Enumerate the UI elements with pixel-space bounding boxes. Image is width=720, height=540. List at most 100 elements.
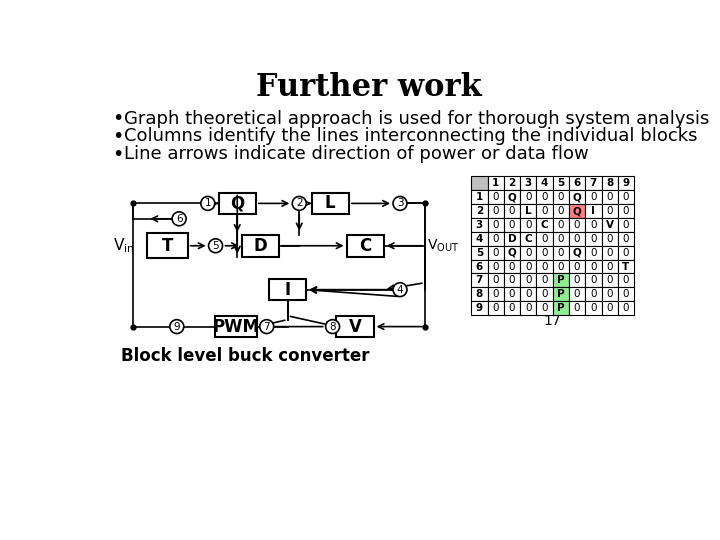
Text: 0: 0 [492,220,499,230]
Text: 0: 0 [574,289,580,299]
Bar [487,260,504,273]
Bar [487,287,504,301]
Text: Block level buck converter: Block level buck converter [121,347,369,365]
Bar [585,273,601,287]
Text: 2: 2 [476,206,483,216]
Bar [569,204,585,218]
Text: 4: 4 [476,234,483,244]
Bar [618,301,634,315]
Text: 0: 0 [623,303,629,313]
Circle shape [209,239,222,253]
Text: 2: 2 [508,178,516,188]
Text: 0: 0 [557,248,564,258]
Text: 0: 0 [525,220,531,230]
Bar [269,279,306,300]
Text: PWM: PWM [212,318,259,335]
Bar [504,301,520,315]
Text: 0: 0 [492,192,499,202]
Text: 3: 3 [476,220,483,230]
Text: Q: Q [508,248,516,258]
Circle shape [170,320,184,334]
Text: 5: 5 [476,248,483,258]
Text: 17: 17 [544,314,562,328]
Bar [569,273,585,287]
Circle shape [393,283,407,296]
Text: T: T [162,237,174,255]
Text: 0: 0 [492,261,499,272]
Bar [585,190,601,204]
Text: Q: Q [572,192,582,202]
Bar [618,190,634,204]
Text: 0: 0 [606,289,613,299]
Bar [553,218,569,232]
Text: 0: 0 [623,248,629,258]
Bar [601,232,618,246]
Text: L: L [325,194,336,212]
Bar [553,273,569,287]
Text: Line arrows indicate direction of power or data flow: Line arrows indicate direction of power … [124,145,589,163]
Text: 0: 0 [606,206,613,216]
Text: 1: 1 [492,178,500,188]
Text: 7: 7 [590,178,597,188]
Text: 0: 0 [623,220,629,230]
Text: 0: 0 [590,248,597,258]
Text: Q: Q [572,248,582,258]
Text: 0: 0 [492,248,499,258]
Text: 0: 0 [557,234,564,244]
Text: 0: 0 [509,289,516,299]
Text: 0: 0 [574,220,580,230]
Bar [520,246,536,260]
Bar [585,232,601,246]
Text: 0: 0 [525,192,531,202]
Bar [472,301,487,315]
Circle shape [260,320,274,334]
Text: $\mathregular{V_{OUT}}$: $\mathregular{V_{OUT}}$ [427,238,459,254]
Text: C: C [524,234,532,244]
Text: 0: 0 [606,303,613,313]
Bar [618,177,634,190]
Text: 9: 9 [476,303,483,313]
Text: 0: 0 [590,261,597,272]
Bar [553,301,569,315]
Bar [553,204,569,218]
Text: 0: 0 [525,303,531,313]
Bar [569,301,585,315]
Bar [536,204,553,218]
Bar [504,260,520,273]
Bar [618,246,634,260]
Bar [536,232,553,246]
Bar [553,260,569,273]
Text: 0: 0 [525,289,531,299]
Bar [618,273,634,287]
Bar [536,273,553,287]
Text: Further work: Further work [256,72,482,103]
Bar [536,246,553,260]
Bar [472,246,487,260]
Bar [618,260,634,273]
Bar [601,177,618,190]
Bar [504,246,520,260]
Bar [569,246,585,260]
Bar [520,190,536,204]
Text: 0: 0 [606,261,613,272]
Text: T: T [622,261,629,272]
Bar [312,193,349,214]
Bar [601,260,618,273]
Bar [553,246,569,260]
Bar [585,246,601,260]
Text: 0: 0 [509,275,516,286]
Text: P: P [557,275,564,286]
Bar [487,190,504,204]
Text: 0: 0 [492,303,499,313]
Bar [520,204,536,218]
Bar [520,260,536,273]
Text: Columns identify the lines interconnecting the individual blocks: Columns identify the lines interconnecti… [124,127,698,145]
Bar [536,177,553,190]
Bar [569,260,585,273]
Text: •: • [112,145,123,164]
Bar [487,246,504,260]
Text: 0: 0 [492,234,499,244]
Bar [242,235,279,256]
Bar [472,273,487,287]
Text: 1: 1 [476,192,483,202]
